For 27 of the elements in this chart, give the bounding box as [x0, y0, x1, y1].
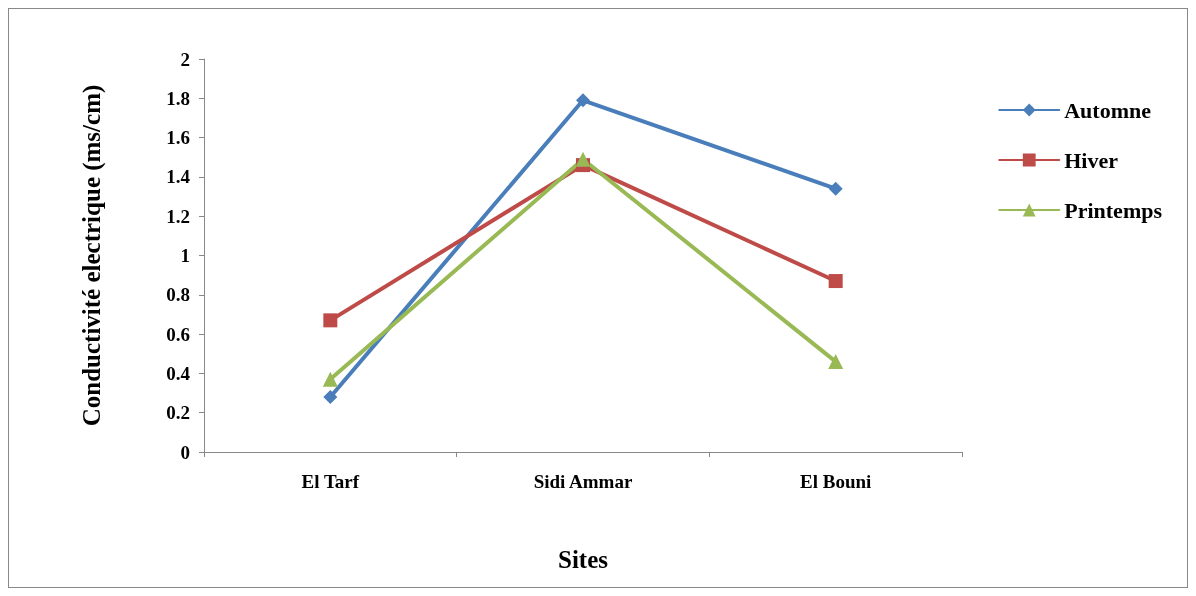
y-tick-label: 0.8: [166, 284, 190, 306]
x-tick-label: El Bouni: [800, 471, 872, 492]
y-tick-label: 1: [180, 245, 190, 266]
y-tick-label: 1.4: [166, 166, 191, 188]
y-tick-label: 0.2: [166, 402, 190, 424]
y-tick-label: 0: [180, 441, 190, 463]
point: [323, 389, 338, 404]
x-axis-title: Sites: [558, 546, 609, 573]
point: [576, 93, 590, 108]
point: [828, 181, 843, 196]
legend-label: Hiver: [1064, 147, 1119, 173]
legend-label: Printemps: [1064, 197, 1163, 223]
y-tick-label: 0.4: [166, 362, 191, 384]
y-tick-label: 0.6: [166, 323, 190, 345]
x-tick-label: El Tarf: [301, 471, 360, 492]
point: [323, 313, 338, 328]
point: [828, 354, 844, 370]
point: [322, 371, 338, 387]
y-tick-label: 2: [180, 48, 190, 70]
y-axis-title: Conductivité electrique (ms/cm): [78, 84, 106, 427]
y-tick-label: 1.2: [166, 205, 190, 227]
point: [828, 274, 843, 289]
x-tick-label: Sidi Ammar: [533, 471, 633, 492]
legend-label: Automne: [1064, 97, 1152, 123]
point: [575, 151, 591, 167]
y-tick-label: 1.6: [166, 127, 190, 149]
y-tick-label: 1.8: [166, 87, 190, 109]
